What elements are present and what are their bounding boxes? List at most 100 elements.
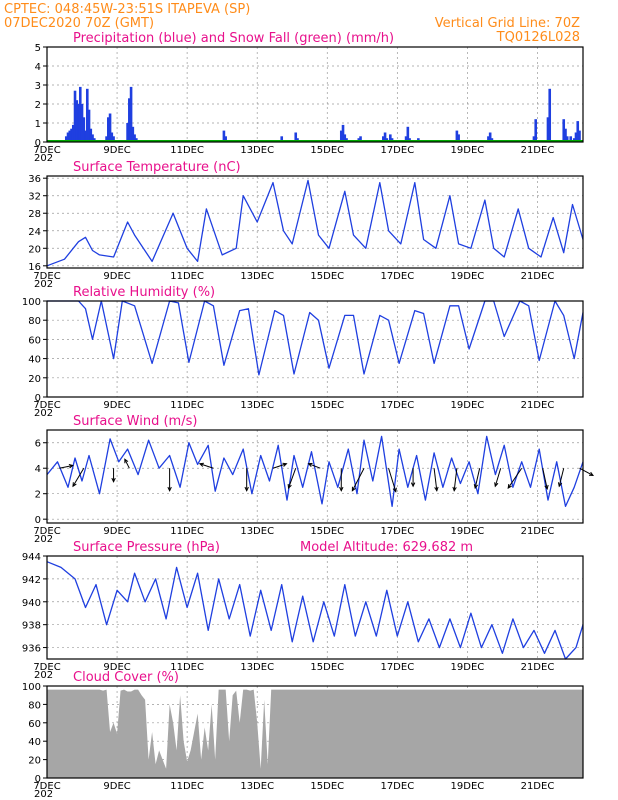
- precip-bar: [133, 134, 136, 142]
- precip-bar: [89, 128, 93, 142]
- precip-bar: [224, 136, 227, 142]
- wind-arrow: [542, 468, 548, 490]
- precip-bar: [91, 134, 94, 142]
- precip-xtick-label: 21DEC: [521, 145, 555, 156]
- pressure-xtick-label: 21DEC: [521, 662, 555, 673]
- pressure-xtick-label: 15DEC: [310, 662, 344, 673]
- wind-ytick-label: 2: [35, 490, 41, 501]
- cloud-ytick-label: 0: [35, 774, 41, 785]
- wind-arrow: [308, 463, 321, 469]
- wind-arrow: [351, 467, 365, 491]
- wind-arrowhead: [244, 486, 249, 492]
- precip-bar: [546, 117, 550, 142]
- precip-bar: [64, 136, 68, 142]
- humidity-ytick-label: 80: [28, 316, 41, 327]
- humidity-ytick-label: 100: [22, 297, 41, 308]
- pressure-year-label: 202: [34, 670, 53, 681]
- precip-bar: [222, 130, 226, 142]
- wind-arrowhead: [287, 483, 292, 490]
- cloud-xtick-label: 13DEC: [240, 781, 274, 792]
- cloud-ytick-label: 80: [28, 700, 41, 711]
- wind-arrowhead: [111, 477, 116, 483]
- precip-bar: [359, 136, 362, 142]
- wind-xtick-label: 7DEC: [33, 526, 60, 537]
- precip-ytick-label: 0: [35, 138, 41, 149]
- precip-bar: [534, 119, 538, 142]
- pressure-ytick-label: 944: [22, 552, 41, 563]
- precip-bar: [389, 134, 392, 142]
- pressure-ytick-label: 940: [22, 598, 41, 609]
- wind-arrowhead: [544, 484, 549, 491]
- temperature-title: Surface Temperature (nC): [73, 160, 241, 175]
- temperature-xtick-label: 11DEC: [170, 271, 204, 282]
- precip-bar: [341, 124, 345, 142]
- precip-ytick-label: 1: [35, 119, 41, 130]
- wind-arrowhead: [339, 486, 344, 492]
- wind-arrowhead: [410, 482, 416, 488]
- cloud-cover-area: [47, 689, 583, 778]
- temperature-xtick-label: 15DEC: [310, 271, 344, 282]
- humidity-xtick-label: 7DEC: [33, 400, 60, 411]
- pressure-ytick-label: 938: [22, 621, 41, 632]
- precip-bar: [487, 136, 490, 142]
- humidity-xtick-label: 19DEC: [451, 400, 485, 411]
- pressure-xtick-label: 9DEC: [103, 662, 130, 673]
- precip-bar: [565, 136, 569, 142]
- precip-xtick-label: 11DEC: [170, 145, 204, 156]
- wind-arrow: [272, 463, 287, 469]
- precip-frame: [46, 46, 584, 143]
- humidity-xtick-label: 13DEC: [240, 400, 274, 411]
- humidity-series-line: [47, 300, 584, 376]
- wind-arrow: [59, 465, 73, 469]
- humidity-xtick-label: 11DEC: [170, 400, 204, 411]
- precip-bar: [107, 117, 110, 142]
- precip-bar: [532, 136, 536, 142]
- temperature-xtick-label: 7DEC: [33, 271, 60, 282]
- precip-ytick-label: 5: [35, 43, 41, 54]
- wind-arrow: [199, 463, 214, 469]
- precip-bar: [80, 104, 84, 142]
- humidity-ytick-label: 40: [28, 355, 41, 366]
- precip-bar: [294, 132, 298, 142]
- cloud-ytick-label: 100: [22, 682, 41, 693]
- wind-arrowhead: [68, 464, 74, 469]
- precip-ytick-label: 3: [35, 81, 41, 92]
- precip-bar: [68, 130, 72, 142]
- pressure-xtick-label: 19DEC: [451, 662, 485, 673]
- pressure-xtick-label: 17DEC: [380, 662, 414, 673]
- wind-arrow: [388, 468, 397, 492]
- precip-bar: [112, 136, 115, 142]
- wind-xtick-label: 15DEC: [310, 526, 344, 537]
- temperature-panel: 7DEC 9DEC 11DEC 13DEC 15DEC 17DEC 19DEC 21DEC 20…: [28, 160, 584, 290]
- pressure-xtick-label: 11DEC: [170, 662, 204, 673]
- precip-bar: [406, 126, 410, 142]
- cloud-xtick-label: 9DEC: [103, 781, 130, 792]
- precip-bar: [576, 121, 580, 142]
- precip-bar: [82, 117, 86, 142]
- precip-bar: [73, 90, 77, 142]
- pressure-frame: [46, 555, 584, 660]
- precip-bar: [382, 136, 385, 142]
- temperature-ytick-label: 32: [28, 192, 41, 203]
- precip-bar: [70, 128, 73, 142]
- temperature-xtick-label: 21DEC: [521, 271, 555, 282]
- precip-bar: [569, 136, 573, 142]
- humidity-frame: [46, 300, 584, 398]
- precip-bar: [131, 126, 135, 142]
- precip-xtick-label: 9DEC: [103, 145, 130, 156]
- precip-ytick-label: 2: [35, 100, 41, 111]
- temperature-xtick-label: 13DEC: [240, 271, 274, 282]
- wind-arrow: [494, 468, 502, 487]
- precip-bar: [339, 130, 343, 142]
- wind-xtick-label: 21DEC: [521, 526, 555, 537]
- wind-arrow: [474, 468, 481, 489]
- precip-bar: [455, 130, 459, 142]
- pressure-ytick-label: 942: [22, 575, 41, 586]
- precip-bar: [71, 124, 75, 142]
- cloud-xtick-label: 17DEC: [380, 781, 414, 792]
- wind-arrowhead: [557, 482, 563, 488]
- wind-arrow: [124, 458, 130, 469]
- wind-frame: [46, 429, 584, 524]
- wind-arrow: [433, 468, 438, 491]
- precip-bar: [280, 136, 284, 142]
